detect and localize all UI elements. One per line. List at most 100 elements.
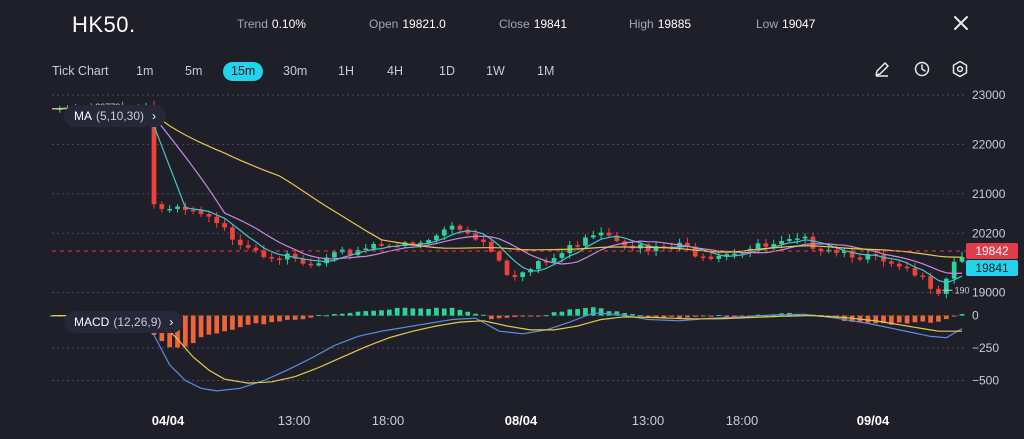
settings-button[interactable] — [951, 60, 969, 78]
candle-body — [316, 263, 322, 266]
macd-histogram-bar — [504, 315, 510, 318]
candle-body — [379, 244, 384, 246]
candle-body — [284, 253, 290, 260]
x-tick-label: 08/04 — [505, 413, 538, 428]
macd-histogram-bar — [653, 315, 659, 318]
ma30-line — [51, 106, 963, 258]
high-label: High — [629, 17, 654, 31]
timeframe-1d[interactable]: 1D — [439, 64, 455, 78]
macd-histogram-bar — [386, 309, 392, 316]
ma10-line — [51, 106, 963, 275]
candle-body — [457, 225, 463, 230]
timeframe-15m[interactable]: 15m — [223, 62, 264, 81]
candle-body — [308, 263, 314, 266]
macd-histogram-bar — [559, 311, 565, 316]
timeframe-1h[interactable]: 1H — [338, 64, 354, 78]
pencil-icon — [875, 62, 889, 77]
chevron-right-icon: › — [169, 315, 174, 329]
history-button[interactable] — [913, 60, 931, 78]
macd-histogram-bar — [622, 313, 628, 316]
candle-body — [779, 241, 784, 244]
close-value: 19841 — [533, 17, 568, 31]
candle-body — [959, 257, 965, 262]
candle-body — [614, 235, 620, 242]
macd-histogram-bar — [316, 315, 322, 317]
price-tick-label: 21000 — [972, 187, 1006, 201]
macd-histogram-bar — [951, 315, 957, 317]
macd-histogram-bar — [261, 315, 267, 325]
macd-tick-label: −500 — [972, 374, 999, 388]
candle-body — [551, 257, 557, 263]
candle-body — [253, 247, 259, 251]
macd-histogram-bar — [355, 311, 361, 316]
macd-histogram-bar — [277, 315, 282, 322]
open-stat: Open 19821.0 — [369, 17, 446, 31]
timeframe-bar: Tick Chart 1m 5m 15m 30m 1H 4H 1D 1W 1M — [0, 58, 1024, 84]
macd-histogram-bar — [198, 315, 204, 338]
timeframe-30m[interactable]: 30m — [283, 64, 308, 78]
macd-histogram-bar — [457, 309, 463, 316]
candle-body — [410, 242, 416, 245]
current-price-tag-cyan-label: 19841 — [975, 261, 1009, 275]
candle-body — [583, 237, 588, 246]
candle-body — [206, 214, 212, 217]
timeframe-5m[interactable]: 5m — [185, 64, 203, 78]
draw-tool-button[interactable] — [873, 60, 891, 78]
close-button[interactable] — [950, 12, 972, 34]
macd-indicator-name: MACD — [74, 315, 110, 329]
candle-body — [724, 254, 730, 257]
timeframe-1m[interactable]: 1m — [136, 64, 154, 78]
candle-body — [324, 257, 329, 264]
x-tick-label: 09/04 — [857, 413, 890, 428]
high-stat: High 19885 — [629, 17, 691, 31]
candle-body — [865, 254, 871, 260]
macd-histogram-bar — [873, 315, 879, 324]
candle-body — [700, 256, 706, 258]
current-price-tag-red-label: 19842 — [975, 244, 1009, 258]
close-label: Close — [499, 17, 530, 31]
timeframe-tick[interactable]: Tick Chart — [52, 64, 109, 78]
price-tick-label: 22000 — [972, 137, 1006, 151]
macd-tick-label: −250 — [972, 341, 999, 355]
candle-body — [434, 235, 439, 241]
macd-histogram-bar — [284, 315, 290, 320]
candle-body — [606, 232, 612, 236]
candle-body — [441, 229, 447, 236]
candle-body — [732, 253, 737, 256]
candle-body — [575, 245, 580, 247]
candle-body — [716, 256, 722, 259]
macd-histogram-bar — [379, 310, 384, 316]
macd-histogram-bar — [214, 315, 220, 334]
macd-histogram-bar — [175, 315, 180, 348]
close-stat: Close 19841 — [499, 17, 567, 31]
candle-body — [426, 240, 431, 243]
candle-body — [896, 263, 902, 267]
ma-indicator-pill[interactable]: MA (5,10,30) › — [64, 105, 167, 127]
candle-body — [520, 272, 526, 277]
macd-histogram-bar — [520, 315, 526, 317]
macd-histogram-bar — [590, 307, 596, 316]
macd-histogram-bar — [912, 315, 918, 323]
timeframe-4h[interactable]: 4H — [387, 64, 403, 78]
candle-body — [912, 268, 918, 276]
macd-histogram-bar — [677, 315, 682, 319]
macd-histogram-bar — [363, 311, 369, 316]
current-price-tag-cyan — [966, 259, 1018, 276]
macd-histogram-bar — [567, 309, 573, 316]
price-tick-label: 23000 — [972, 88, 1006, 102]
macd-histogram-bar — [237, 315, 243, 328]
macd-indicator-pill[interactable]: MACD (12,26,9) › — [64, 311, 184, 333]
candle-body — [881, 254, 886, 262]
candle-body — [543, 261, 549, 263]
macd-histogram-bar — [598, 308, 604, 316]
timeframe-1mo[interactable]: 1M — [537, 64, 555, 78]
candle-body — [449, 225, 455, 230]
candle-body — [928, 276, 933, 289]
timeframe-1w[interactable]: 1W — [486, 64, 505, 78]
ma-indicator-name: MA — [74, 109, 92, 123]
candle-body — [363, 248, 369, 251]
candle-body — [214, 216, 220, 224]
candle-body — [347, 249, 353, 255]
candle-body — [488, 241, 494, 252]
